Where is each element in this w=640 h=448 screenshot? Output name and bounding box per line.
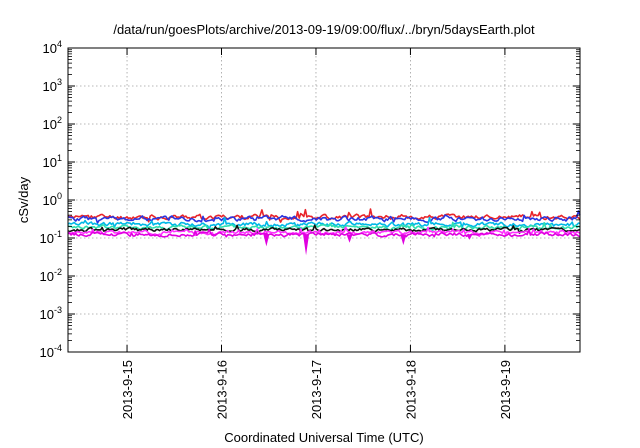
series-dip — [303, 234, 310, 256]
grid — [68, 48, 580, 352]
x-tick-label: 2013-9-18 — [403, 360, 418, 419]
y-tick-label: 102 — [43, 115, 62, 132]
y-tick-label: 104 — [43, 39, 62, 56]
y-tick-label: 101 — [43, 153, 62, 170]
series-dip — [400, 234, 407, 246]
dips-layer — [263, 234, 473, 256]
x-tick-label: 2013-9-17 — [309, 360, 324, 419]
x-axis-label: Coordinated Universal Time (UTC) — [224, 430, 423, 445]
y-tick-label: 100 — [43, 191, 62, 208]
x-tick-label: 2013-9-15 — [120, 360, 135, 419]
x-tick-label: 2013-9-19 — [498, 360, 513, 419]
series-dip — [346, 234, 353, 243]
series-line — [67, 221, 581, 233]
chart-title: /data/run/goesPlots/archive/2013-09-19/0… — [113, 22, 535, 37]
series-dip — [466, 234, 473, 240]
x-axis: 2013-9-15 2013-9-16 2013-9-17 2013-9-18 2013… — [120, 48, 513, 419]
y-tick-label: 103 — [43, 77, 62, 94]
series-dip — [263, 234, 270, 247]
x-tick-label: 2013-9-16 — [215, 360, 230, 419]
y-tick-label: 10-2 — [40, 267, 62, 284]
y-axis: 104 103 102 101 100 10-1 10-2 10-3 10-4 — [40, 39, 580, 360]
y-tick-label: 10-3 — [40, 305, 62, 322]
series-layer — [67, 208, 581, 238]
series-line — [67, 208, 581, 223]
series-line — [67, 228, 581, 238]
y-tick-label: 10-4 — [40, 343, 62, 360]
y-tick-label: 10-1 — [40, 229, 62, 246]
y-axis-label: cSv/day — [16, 176, 31, 223]
series-line — [68, 210, 581, 224]
